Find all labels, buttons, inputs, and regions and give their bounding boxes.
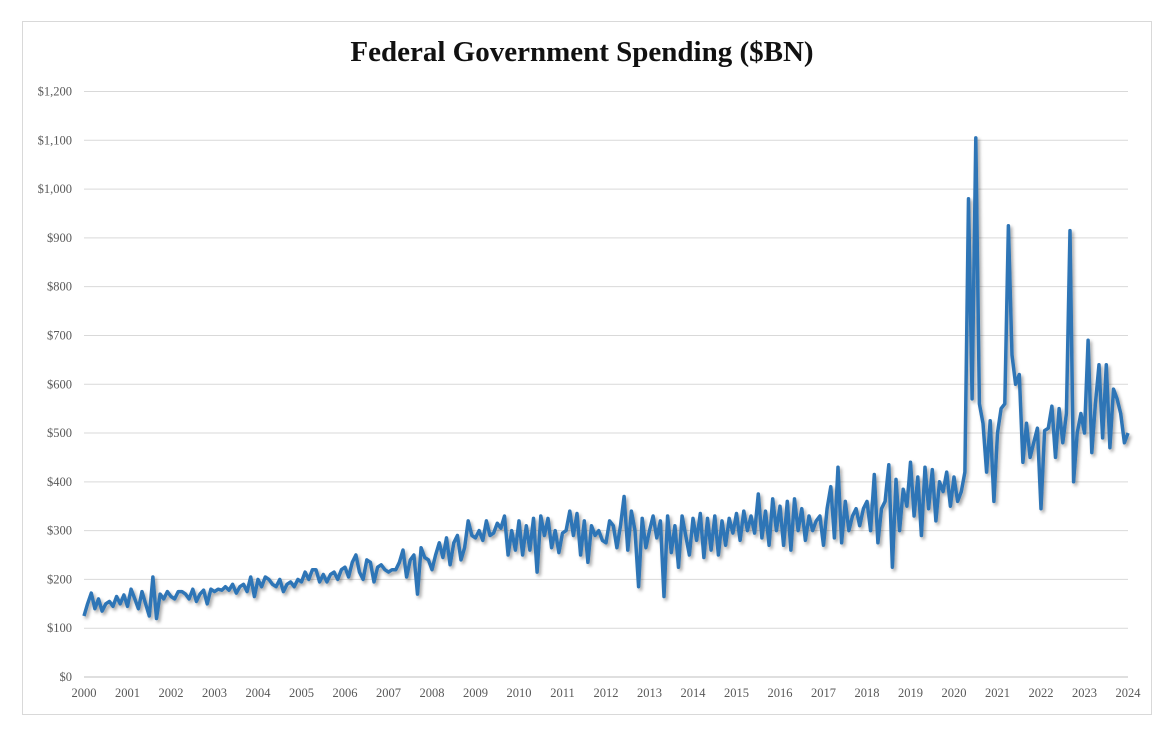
- chart-title: Federal Government Spending ($BN): [350, 36, 814, 68]
- x-tick-label: 2021: [985, 686, 1010, 700]
- y-tick-label: $600: [47, 377, 72, 391]
- x-tick-label: 2017: [811, 686, 836, 700]
- x-tick-label: 2008: [420, 686, 445, 700]
- x-tick-label: 2022: [1029, 686, 1054, 700]
- x-tick-label: 2014: [681, 686, 707, 700]
- y-tick-label: $1,000: [38, 182, 72, 196]
- chart-frame: [22, 21, 1152, 715]
- x-tick-label: 2009: [463, 686, 488, 700]
- spending-series-line: [82, 136, 1130, 621]
- x-tick-label: 2007: [376, 686, 401, 700]
- y-tick-label: $100: [47, 621, 72, 635]
- x-tick-label: 2024: [1116, 686, 1142, 700]
- x-tick-label: 2002: [159, 686, 184, 700]
- x-tick-label: 2001: [115, 686, 140, 700]
- x-tick-label: 2006: [333, 686, 358, 700]
- y-tick-label: $800: [47, 280, 72, 294]
- x-tick-label: 2018: [855, 686, 880, 700]
- y-tick-label: $1,100: [38, 133, 72, 147]
- x-tick-label: 2004: [246, 686, 272, 700]
- x-tick-label: 2019: [898, 686, 923, 700]
- x-tick-label: 2000: [72, 686, 97, 700]
- y-tick-label: $0: [60, 670, 73, 684]
- y-tick-label: $700: [47, 328, 72, 342]
- y-tick-label: $200: [47, 572, 72, 586]
- x-tick-label: 2015: [724, 686, 749, 700]
- y-tick-label: $500: [47, 426, 72, 440]
- y-tick-label: $900: [47, 231, 72, 245]
- x-tick-label: 2020: [942, 686, 967, 700]
- x-tick-label: 2005: [289, 686, 314, 700]
- x-tick-label: 2003: [202, 686, 227, 700]
- x-tick-label: 2012: [594, 686, 619, 700]
- x-tick-label: 2011: [550, 686, 575, 700]
- y-tick-label: $300: [47, 524, 72, 538]
- x-tick-label: 2013: [637, 686, 662, 700]
- x-tick-label: 2016: [768, 686, 793, 700]
- y-tick-label: $400: [47, 475, 72, 489]
- x-tick-label: 2023: [1072, 686, 1097, 700]
- y-tick-label: $1,200: [38, 85, 72, 99]
- x-tick-label: 2010: [507, 686, 532, 700]
